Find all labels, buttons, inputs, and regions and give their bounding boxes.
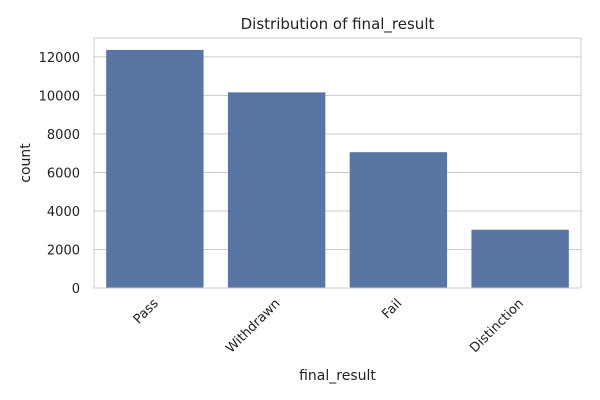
bar-withdrawn [227, 92, 326, 288]
y-tick-label: 2000 [47, 243, 80, 258]
x-ticks: Pass Withdrawn Fail Distinction [131, 296, 527, 356]
y-tick-label: 0 [72, 282, 80, 297]
plot-frame [93, 37, 582, 289]
y-tick-label: 4000 [47, 205, 80, 220]
bar-fail [349, 152, 448, 288]
bars-layer [106, 49, 569, 289]
y-tick-label: 12000 [39, 51, 80, 66]
chart-title: Distribution of final_result [241, 15, 435, 34]
x-tick-label: Withdrawn [223, 296, 283, 356]
x-tick-label: Pass [131, 296, 162, 327]
x-tick-label: Fail [379, 296, 405, 322]
y-axis-label: count [18, 143, 34, 183]
x-axis-label: final_result [299, 368, 376, 384]
x-tick-label: Distinction [467, 296, 527, 356]
bar-pass [106, 49, 204, 289]
y-tick-label: 10000 [39, 89, 80, 104]
bar-distinction [471, 229, 569, 288]
y-tick-label: 6000 [47, 166, 80, 181]
y-ticks: 0 2000 4000 6000 8000 10000 12000 [39, 51, 80, 297]
y-tick-label: 8000 [47, 128, 80, 143]
